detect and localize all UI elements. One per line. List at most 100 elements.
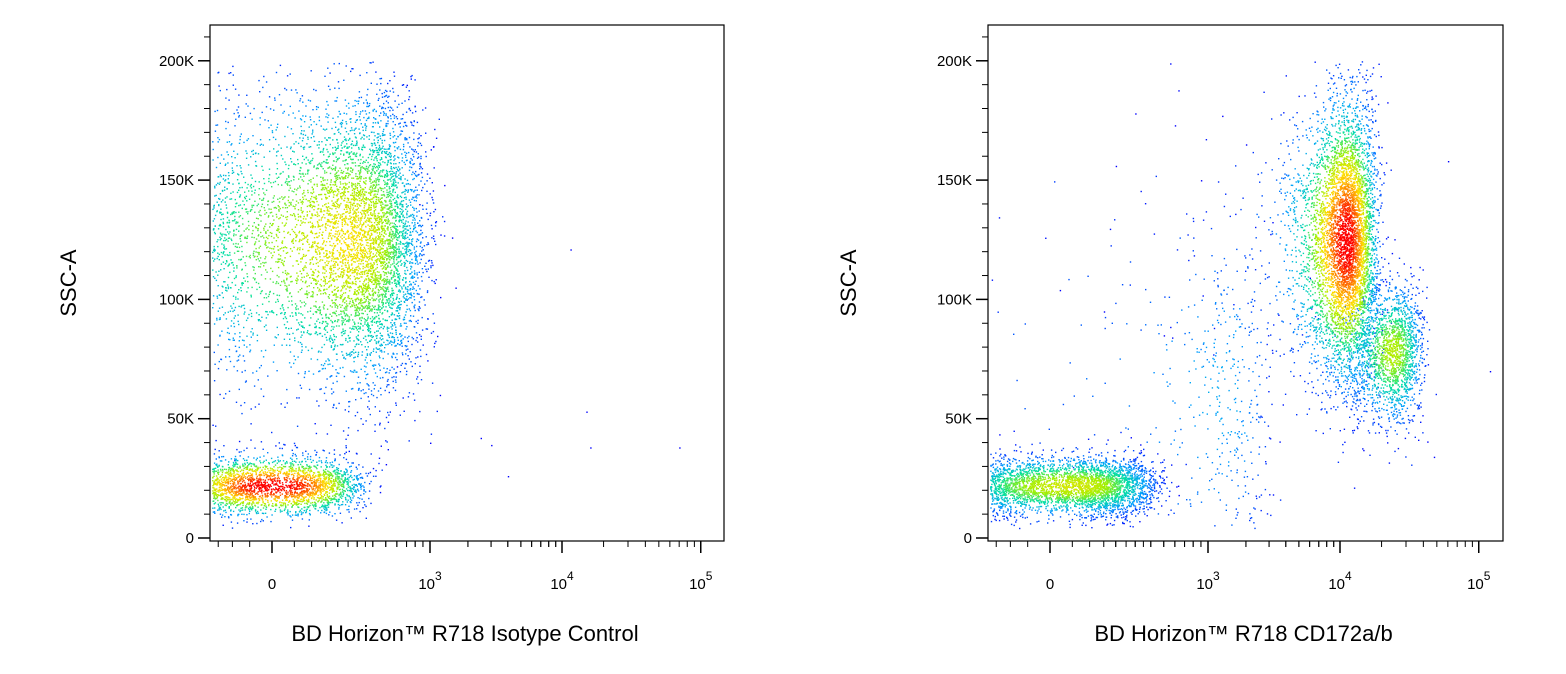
event-dot bbox=[323, 470, 326, 473]
event-dot bbox=[396, 315, 398, 317]
event-dot bbox=[263, 326, 266, 328]
event-dot bbox=[342, 317, 344, 320]
event-dot bbox=[296, 305, 298, 307]
event-dot bbox=[381, 151, 383, 153]
event-dot bbox=[340, 493, 342, 496]
event-dot bbox=[225, 468, 227, 471]
event-dot bbox=[425, 151, 427, 153]
event-dot bbox=[273, 344, 275, 346]
event-dot bbox=[241, 507, 244, 509]
event-dot bbox=[289, 292, 291, 294]
event-dot bbox=[383, 91, 386, 94]
event-dot bbox=[239, 165, 241, 167]
event-dot bbox=[408, 249, 411, 251]
event-dot bbox=[380, 187, 382, 190]
event-dot bbox=[411, 343, 413, 346]
event-dot bbox=[289, 184, 291, 187]
event-dot bbox=[318, 332, 321, 335]
event-dot bbox=[228, 461, 230, 463]
event-dot bbox=[378, 301, 380, 303]
event-dot bbox=[270, 267, 272, 270]
event-dot bbox=[227, 225, 230, 227]
event-dot bbox=[295, 455, 297, 457]
event-dot bbox=[414, 419, 416, 422]
event-dot bbox=[267, 246, 269, 248]
event-dot bbox=[377, 151, 379, 153]
event-dot bbox=[385, 306, 387, 308]
event-dot bbox=[268, 234, 270, 237]
event-dot bbox=[252, 135, 254, 137]
event-dot bbox=[230, 144, 232, 146]
event-dot bbox=[365, 159, 367, 161]
event-dot bbox=[386, 163, 389, 165]
event-dot bbox=[388, 372, 390, 374]
event-dot bbox=[340, 121, 342, 124]
event-dot bbox=[344, 159, 346, 162]
event-dot bbox=[388, 384, 390, 386]
event-dot bbox=[230, 521, 233, 523]
event-dot bbox=[304, 195, 306, 197]
event-dot bbox=[370, 62, 372, 64]
event-dot bbox=[327, 358, 329, 360]
event-dot bbox=[420, 275, 423, 278]
event-dot bbox=[296, 503, 298, 506]
event-dot bbox=[220, 358, 223, 361]
event-dot bbox=[217, 469, 219, 471]
event-dot bbox=[237, 359, 240, 361]
event-dot bbox=[391, 312, 393, 314]
event-dot bbox=[420, 233, 422, 235]
event-dot bbox=[388, 272, 390, 274]
event-dot bbox=[226, 151, 228, 153]
event-dot bbox=[232, 243, 235, 245]
event-dot bbox=[382, 288, 384, 290]
event-dot bbox=[374, 186, 377, 189]
event-dot bbox=[395, 282, 397, 284]
event-dot bbox=[295, 512, 297, 514]
event-dot bbox=[217, 285, 219, 287]
event-dot bbox=[356, 140, 358, 142]
event-dot bbox=[430, 433, 433, 435]
event-dot bbox=[289, 105, 291, 108]
event-dot bbox=[405, 203, 408, 205]
event-dot bbox=[378, 97, 380, 100]
event-dot bbox=[281, 184, 283, 186]
event-dot bbox=[224, 312, 226, 314]
event-dot bbox=[307, 465, 310, 468]
event-dot bbox=[327, 116, 329, 119]
event-dot bbox=[347, 315, 349, 317]
event-dot bbox=[384, 107, 387, 110]
event-dot bbox=[410, 315, 412, 317]
event-dot bbox=[417, 156, 420, 158]
event-dot bbox=[214, 225, 216, 227]
event-dot bbox=[221, 213, 223, 216]
event-dot bbox=[334, 299, 337, 301]
event-dot bbox=[344, 302, 346, 304]
event-dot bbox=[230, 320, 233, 322]
event-dot bbox=[238, 346, 240, 349]
event-dot bbox=[236, 370, 239, 372]
event-dot bbox=[319, 312, 321, 315]
event-dot bbox=[332, 328, 334, 330]
event-dot bbox=[334, 180, 337, 183]
event-dot bbox=[281, 510, 283, 512]
event-dot bbox=[401, 235, 403, 237]
event-dot bbox=[235, 462, 237, 464]
event-dot bbox=[337, 116, 339, 118]
event-dot bbox=[407, 242, 409, 244]
event-dot bbox=[343, 333, 345, 335]
event-dot bbox=[294, 453, 296, 456]
event-dot bbox=[357, 325, 359, 328]
event-dot bbox=[390, 155, 392, 157]
event-dot bbox=[388, 256, 390, 258]
event-dot bbox=[386, 339, 388, 341]
event-dot bbox=[404, 234, 407, 237]
event-dot bbox=[357, 314, 359, 317]
event-dot bbox=[418, 309, 420, 311]
event-dot bbox=[327, 506, 330, 508]
event-dot bbox=[303, 148, 305, 150]
event-dot bbox=[321, 141, 323, 143]
event-dot bbox=[235, 275, 237, 277]
event-dot bbox=[242, 282, 244, 284]
event-dot bbox=[231, 527, 234, 529]
event-dot bbox=[228, 99, 230, 101]
